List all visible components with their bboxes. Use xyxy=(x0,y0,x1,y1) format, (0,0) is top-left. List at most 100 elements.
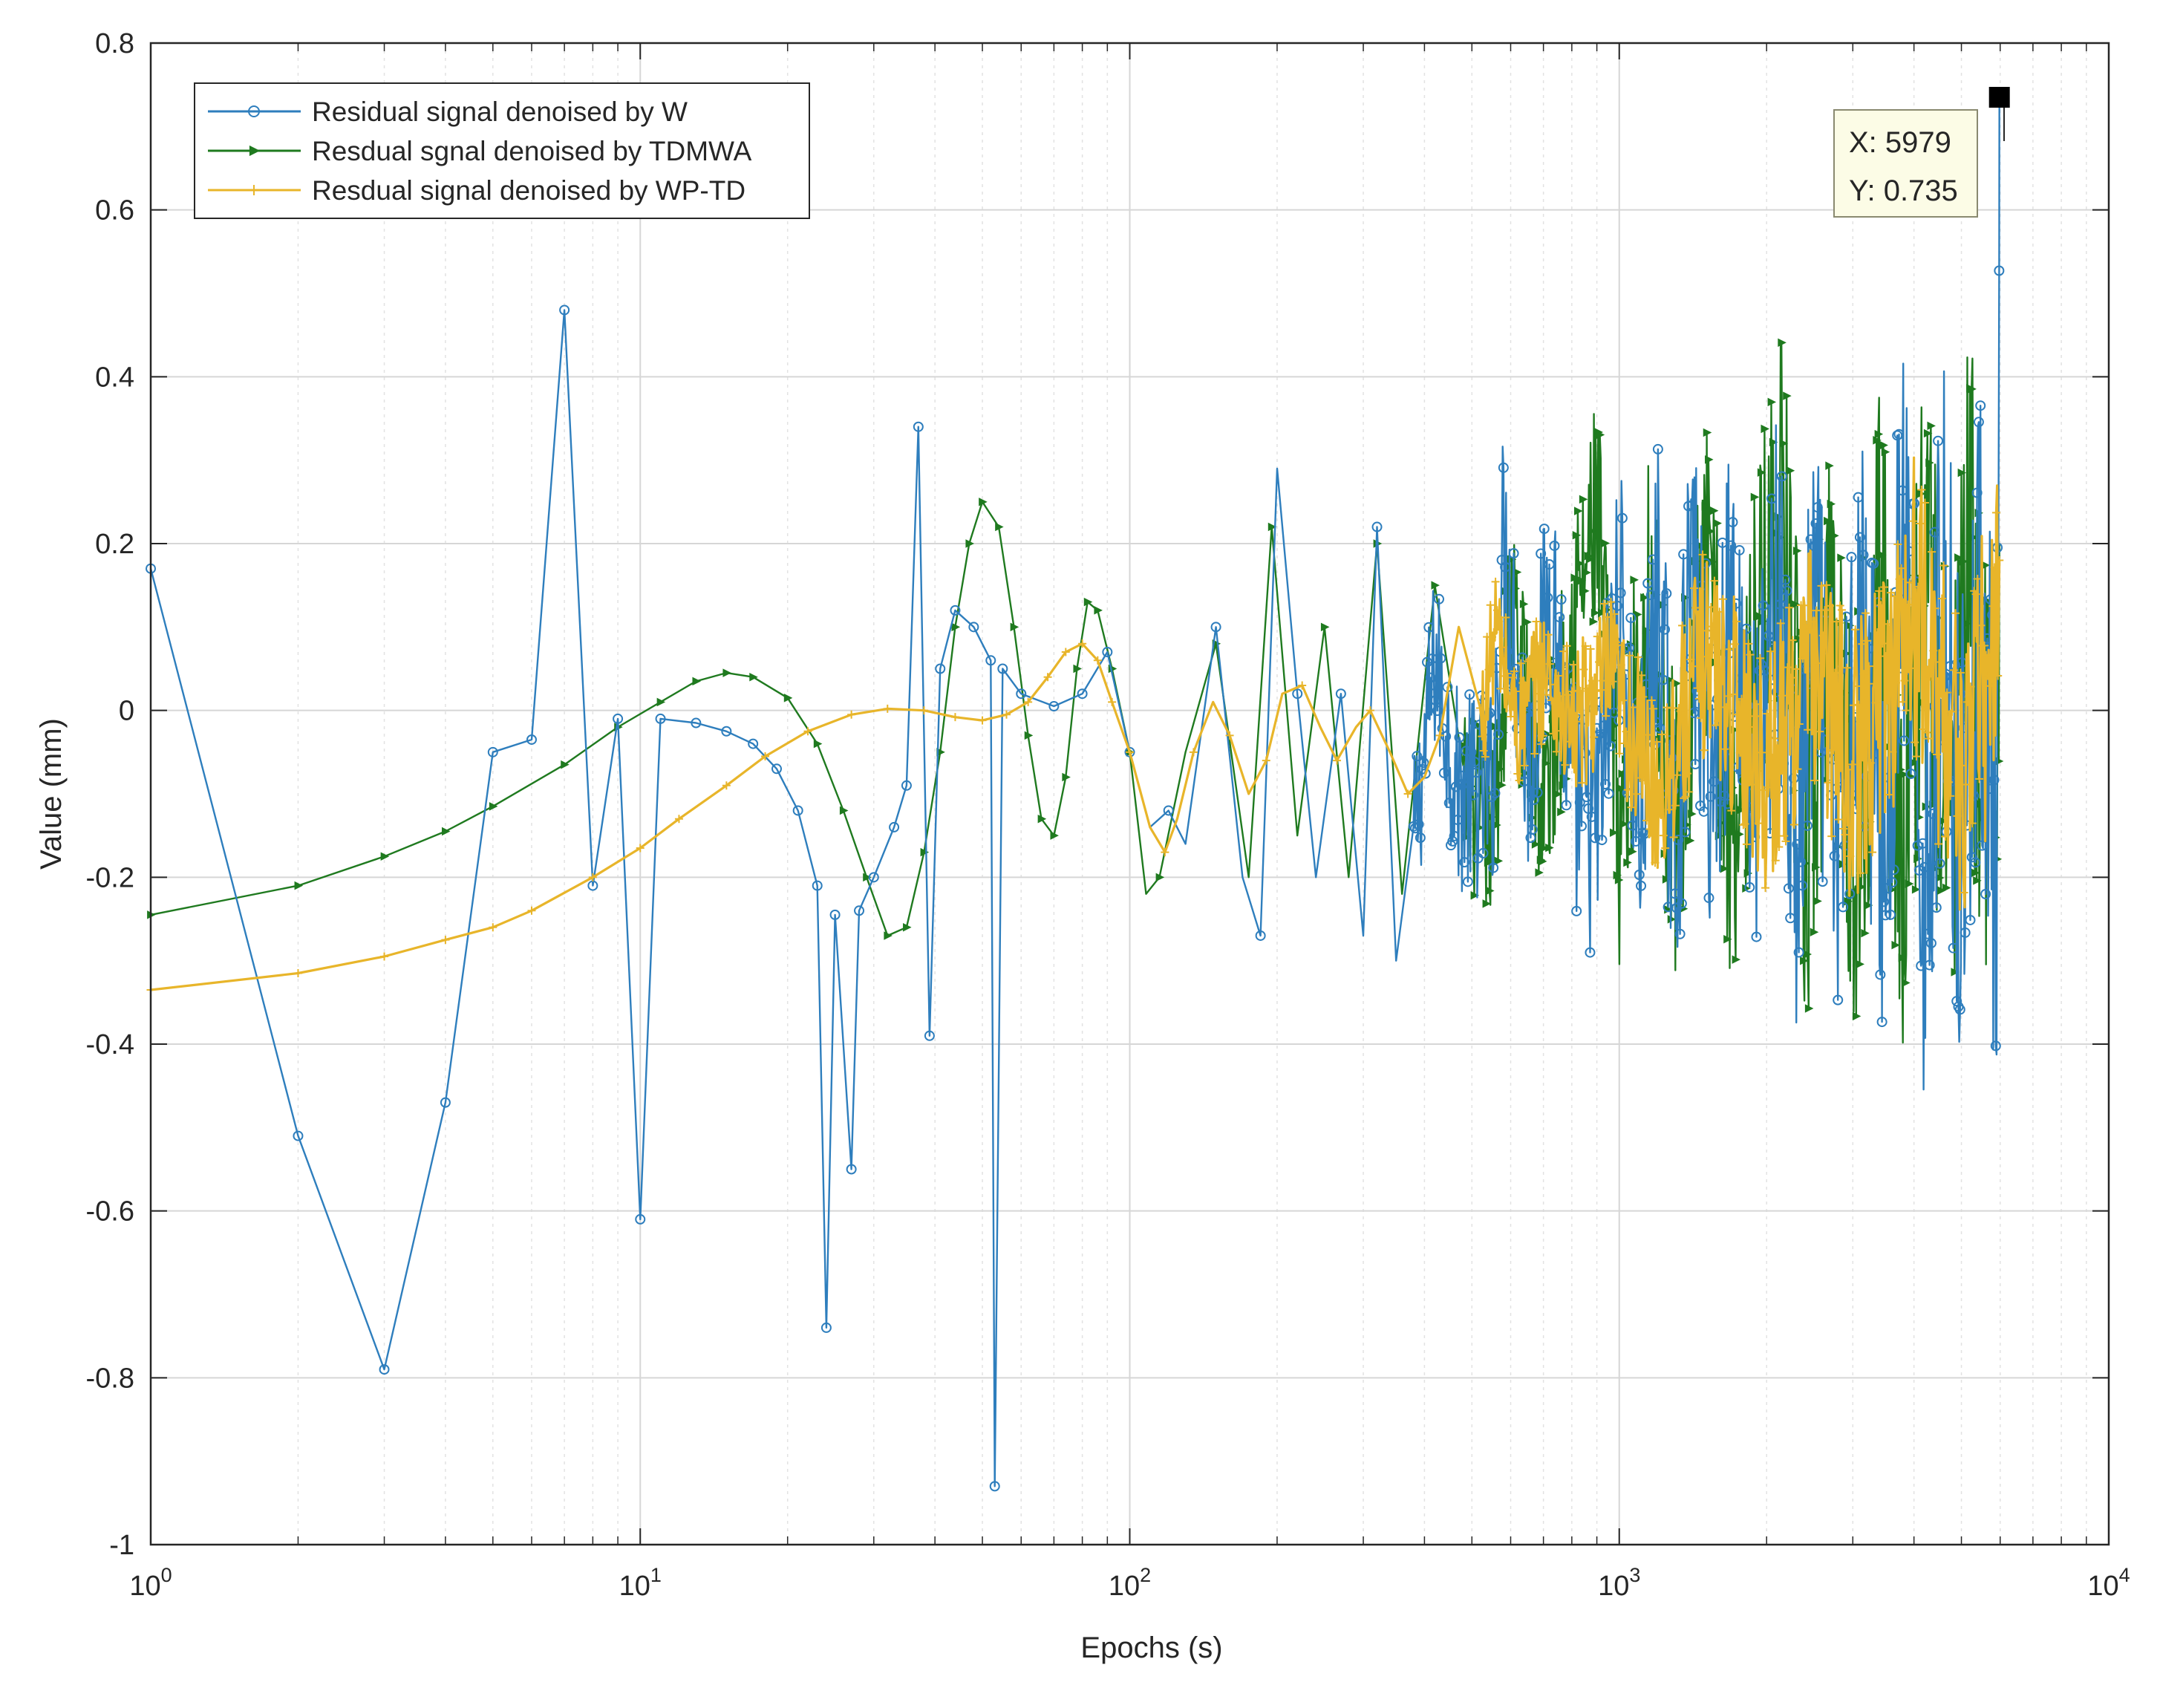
data-point xyxy=(1751,931,1762,942)
ticks xyxy=(150,42,2110,1545)
data-point xyxy=(1523,617,1532,627)
legend[interactable]: Residual signal denoised by W Resdual sg… xyxy=(194,82,810,219)
data-point xyxy=(1333,756,1342,765)
data-point xyxy=(1593,632,1602,641)
data-point xyxy=(1002,710,1011,719)
data-point xyxy=(1619,819,1629,829)
data-point xyxy=(1905,578,1914,587)
data-point xyxy=(1783,391,1792,400)
data-point xyxy=(1793,947,1804,958)
y-tick-label: 0 xyxy=(119,696,134,727)
data-point xyxy=(1709,506,1719,515)
data-point xyxy=(1574,506,1583,515)
data-point xyxy=(1661,588,1672,599)
data-point xyxy=(1559,647,1568,656)
data-point xyxy=(1744,639,1753,648)
data-point xyxy=(1623,786,1632,795)
data-point xyxy=(1628,847,1637,856)
data-point xyxy=(1896,564,1905,573)
data-point xyxy=(1576,821,1588,832)
data-point xyxy=(1459,857,1470,868)
data-point xyxy=(1652,737,1661,746)
data-point xyxy=(1956,668,1965,677)
data-point xyxy=(1469,756,1481,767)
data-point xyxy=(1616,661,1625,670)
data-point xyxy=(248,105,260,117)
data-point xyxy=(1809,726,1818,734)
data-point xyxy=(1873,628,1882,637)
data-point xyxy=(1536,689,1544,698)
data-point xyxy=(1973,417,1984,428)
data-point xyxy=(1481,752,1490,761)
data-point xyxy=(440,1097,451,1108)
data-point xyxy=(1932,750,1941,759)
data-point xyxy=(1627,820,1638,831)
data-point xyxy=(1779,439,1789,448)
data-point xyxy=(1761,884,1770,893)
data-point xyxy=(1946,792,1955,801)
data-point xyxy=(1786,466,1795,475)
data-point xyxy=(1678,621,1687,630)
data-point xyxy=(1912,840,1923,851)
data-point xyxy=(1933,435,1944,446)
data-point xyxy=(1800,601,1809,610)
data-point xyxy=(1690,759,1701,770)
data-point xyxy=(1694,694,1703,703)
data-point xyxy=(1919,861,1930,873)
data-point xyxy=(1876,1017,1887,1028)
x-tick-labels: 100 101 102 103 104 xyxy=(129,1564,2130,1602)
data-point xyxy=(1642,578,1654,589)
data-point xyxy=(1616,512,1628,524)
data-point xyxy=(1530,749,1539,758)
data-point xyxy=(1532,787,1543,798)
data-point xyxy=(1985,682,1994,691)
data-point xyxy=(1769,437,1778,447)
data-point xyxy=(1734,710,1743,719)
data-point xyxy=(1550,680,1559,689)
data-point xyxy=(1688,809,1697,818)
data-point xyxy=(1929,527,1940,538)
data-point xyxy=(1634,870,1645,881)
data-point xyxy=(1783,663,1792,672)
datatip-y-label: Y: 0.735 xyxy=(1849,175,1958,207)
data-point xyxy=(1749,723,1758,731)
datatip[interactable]: X: 5979 Y: 0.735 xyxy=(1833,87,2010,218)
y-tick-label: -0.8 xyxy=(86,1363,134,1394)
data-point xyxy=(1647,696,1656,705)
data-point xyxy=(1859,670,1868,679)
data-point xyxy=(839,806,849,815)
data-point xyxy=(1470,890,1480,900)
data-point xyxy=(1732,617,1741,626)
data-point xyxy=(1683,769,1691,778)
data-point xyxy=(1674,928,1686,939)
data-point xyxy=(1496,684,1505,693)
data-point xyxy=(1864,662,1873,671)
data-point xyxy=(1714,717,1723,726)
data-point xyxy=(1651,858,1660,867)
data-point xyxy=(1791,599,1801,609)
data-point xyxy=(1570,573,1579,582)
data-point xyxy=(442,827,451,836)
data-point xyxy=(1542,592,1553,603)
data-point xyxy=(1866,758,1875,767)
data-point xyxy=(1479,746,1488,755)
data-point xyxy=(1537,740,1546,749)
data-point xyxy=(1478,732,1487,741)
data-point xyxy=(1971,868,1980,878)
data-point xyxy=(1637,671,1646,679)
data-point xyxy=(1524,656,1533,665)
data-point xyxy=(1418,757,1429,769)
data-point xyxy=(1783,883,1794,894)
data-point xyxy=(1598,677,1607,685)
data-point xyxy=(1697,714,1706,723)
data-point xyxy=(1403,789,1412,798)
data-point xyxy=(1792,838,1803,850)
data-point xyxy=(293,1130,304,1141)
data-point xyxy=(1931,604,1939,613)
datatip-marker[interactable] xyxy=(1988,87,2010,108)
data-point xyxy=(1464,689,1475,700)
data-point xyxy=(1836,602,1844,610)
data-point xyxy=(1839,824,1848,833)
data-point xyxy=(1990,1040,2001,1052)
data-point xyxy=(1686,836,1695,845)
